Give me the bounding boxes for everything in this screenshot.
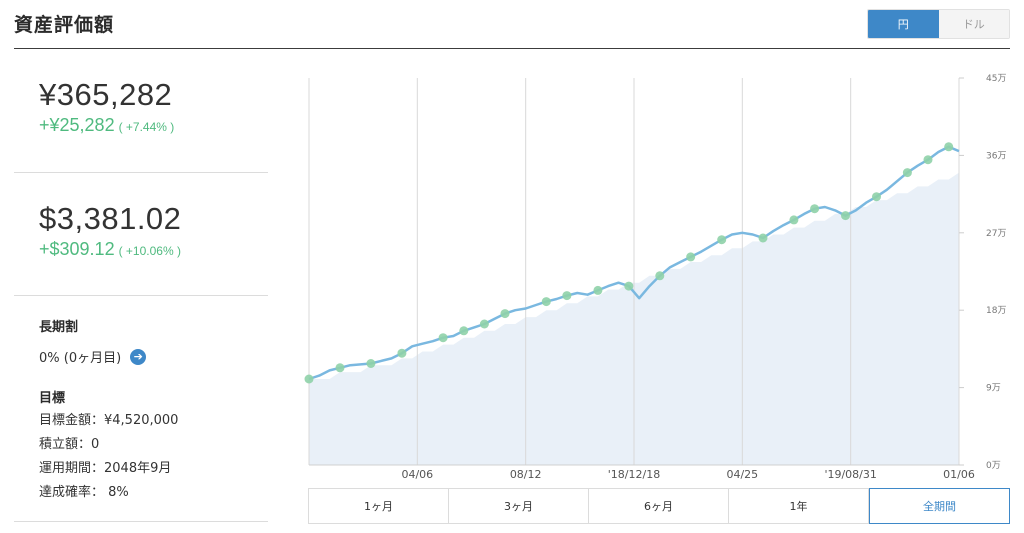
usd-gain-percent: ( +10.06% ) [118,244,181,258]
deposit-marker [479,319,489,329]
usd-gain-amount: +$309.12 [39,239,115,259]
x-tick-label: 01/06 [943,468,975,480]
deposit-marker [335,363,345,373]
deposit-marker [655,271,665,281]
period-tabs: 1ヶ月 3ヶ月 6ヶ月 1年 全期間 [308,488,1010,524]
x-tick-label: '18/12/18 [608,468,660,480]
deposit-marker [944,142,954,152]
x-tick-label: 08/12 [510,468,542,480]
deposit-marker [624,281,634,291]
deposit-marker [500,309,510,319]
deposit-marker [562,291,572,301]
deposit-marker [366,359,376,368]
deposit-marker [541,297,551,307]
deposit-marker [758,233,768,243]
tab-1-month[interactable]: 1ヶ月 [309,489,449,523]
tab-all-period[interactable]: 全期間 [869,488,1010,524]
deposit-marker [902,168,912,178]
usd-value-block: $3,381.02 +$309.12( +10.06% ) [14,173,268,296]
currency-option-dollar[interactable]: ドル [938,10,1009,38]
usd-gain: +$309.12( +10.06% ) [39,239,268,260]
jpy-gain-percent: ( +7.44% ) [118,120,175,134]
deposit-marker [438,333,448,343]
summary-panel: ¥365,282 +¥25,282( +7.44% ) $3,381.02 +$… [14,50,268,522]
currency-toggle: 円 ドル [867,9,1010,39]
title-divider [14,48,1010,49]
long-term-row: 0% (0ヶ月目) ➔ [39,347,268,366]
info-block: 長期割 0% (0ヶ月目) ➔ 目標 目標金額：¥4,520,000 積立額：0… [14,296,268,522]
asset-chart-svg: 0万 9万 18万 27万 36万 45万 04/06 08/12 '18/12/18 04/25… [304,74,1006,480]
tab-3-months[interactable]: 3ヶ月 [449,489,589,523]
deposit-marker [459,326,469,336]
deposit-marker [872,192,881,202]
deposit-marker [686,252,696,262]
y-tick-label: 0万 [986,461,1001,471]
tab-1-year[interactable]: 1年 [729,489,869,523]
jpy-total-value: ¥365,282 [39,77,173,112]
long-term-heading: 長期割 [39,320,79,335]
goal-target-amount: 目標金額：¥4,520,000 [39,413,179,428]
jpy-gain: +¥25,282( +7.44% ) [39,115,268,136]
page-title: 資産評価額 [14,14,115,36]
deposit-marker [789,215,799,225]
usd-total-value: $3,381.02 [39,201,182,236]
asset-chart: 0万 9万 18万 27万 36万 45万 04/06 08/12 '18/12/18 04/25… [300,70,1024,480]
y-tick-label: 9万 [986,384,1001,394]
jpy-gain-amount: +¥25,282 [39,115,115,135]
goal-heading: 目標 [39,391,66,406]
deposit-marker [810,204,820,214]
x-tick-label: '19/08/31 [824,468,876,480]
goal-probability: 達成確率： 8% [39,485,129,500]
deposit-marker [304,374,314,384]
y-tick-label: 45万 [986,74,1006,84]
tab-6-months[interactable]: 6ヶ月 [589,489,729,523]
y-tick-label: 18万 [986,306,1006,316]
deposit-marker [593,285,603,295]
x-tick-label: 04/06 [401,468,433,480]
y-tick-label: 36万 [986,151,1006,161]
arrow-right-icon[interactable]: ➔ [130,348,147,365]
currency-option-yen[interactable]: 円 [868,10,939,38]
jpy-value-block: ¥365,282 +¥25,282( +7.44% ) [14,50,268,173]
y-tick-label: 27万 [986,229,1006,239]
asset-value-line [308,145,960,381]
deposit-marker [923,155,933,165]
deposit-marker [717,235,727,245]
long-term-value: 0% (0ヶ月目) [39,351,122,366]
goal-period: 運用期間：2048年9月 [39,461,172,476]
deposit-marker [841,211,850,221]
x-tick-label: 04/25 [726,468,758,480]
deposit-marker [397,348,407,358]
goal-contribution: 積立額：0 [39,437,100,452]
